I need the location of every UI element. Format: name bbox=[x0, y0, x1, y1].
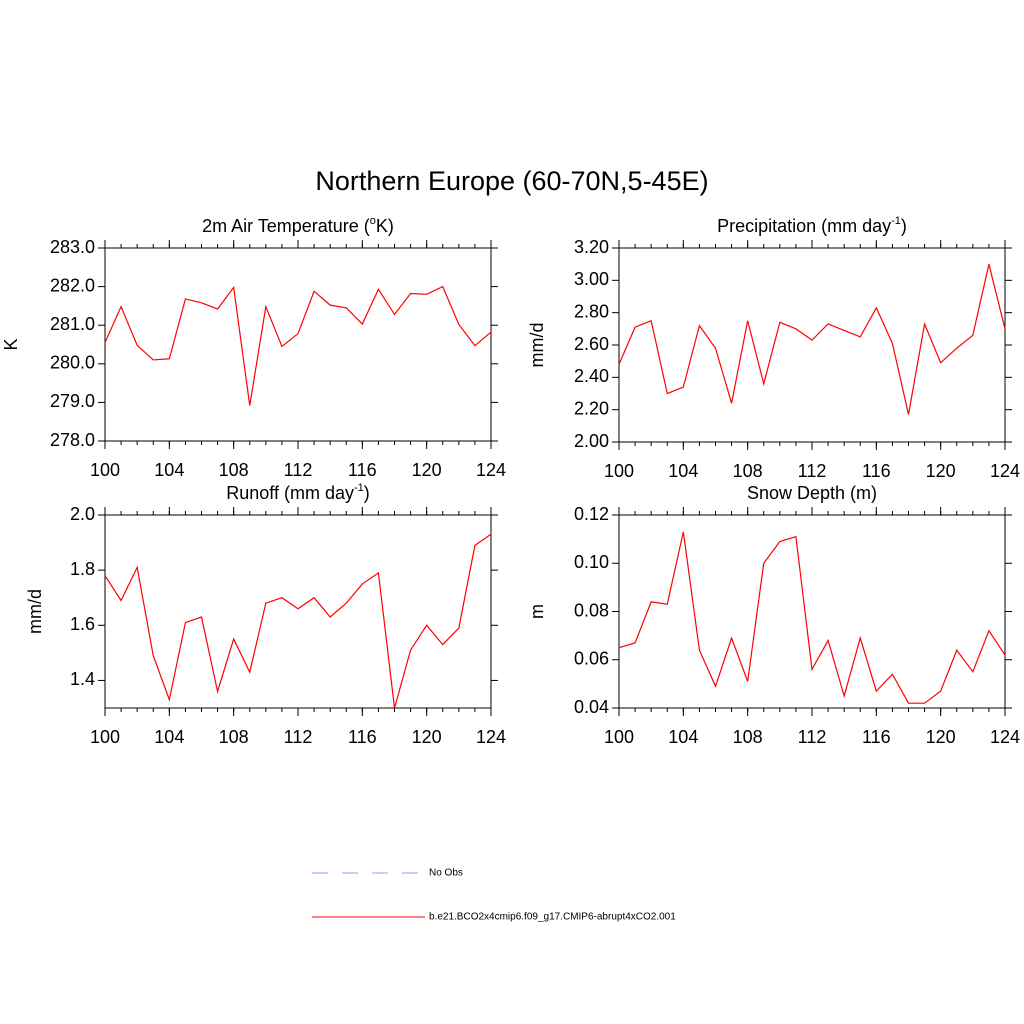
title-part: -1 bbox=[354, 482, 364, 494]
x-tick-label: 112 bbox=[798, 461, 827, 481]
y-tick-label: 2.60 bbox=[574, 334, 609, 354]
title-part: o bbox=[370, 215, 376, 227]
plot-frame bbox=[618, 247, 1006, 443]
x-tick-label: 108 bbox=[733, 727, 763, 747]
x-tick-label: 116 bbox=[862, 461, 891, 481]
x-tick-label: 116 bbox=[348, 727, 377, 747]
panel-title: Precipitation (mm day-1) bbox=[717, 215, 907, 236]
data-line bbox=[618, 531, 1006, 704]
x-tick-label: 124 bbox=[990, 461, 1020, 481]
panel-title: 2m Air Temperature (oK) bbox=[202, 215, 394, 236]
plot-frame bbox=[104, 247, 492, 442]
y-tick-label: 279.0 bbox=[50, 391, 95, 411]
y-tick-label: 0.10 bbox=[574, 552, 609, 572]
data-line bbox=[618, 264, 1006, 415]
x-tick-label: 120 bbox=[926, 461, 956, 481]
y-tick-label: 2.00 bbox=[574, 431, 609, 451]
title-part: 2m Air Temperature ( bbox=[202, 216, 370, 236]
x-tick-label: 124 bbox=[476, 460, 506, 480]
y-tick-label: 1.8 bbox=[70, 559, 95, 579]
y-tick-label: 282.0 bbox=[50, 275, 95, 295]
y-tick-label: 278.0 bbox=[50, 430, 95, 450]
x-tick-label: 124 bbox=[990, 727, 1020, 747]
legend-label: No Obs bbox=[429, 868, 463, 879]
x-tick-label: 104 bbox=[154, 460, 184, 480]
x-tick-label: 112 bbox=[798, 727, 827, 747]
y-tick-label: 283.0 bbox=[50, 237, 95, 257]
y-tick-label: 0.04 bbox=[574, 697, 609, 717]
x-tick-label: 108 bbox=[733, 461, 763, 481]
title-part: Precipitation (mm day bbox=[717, 216, 891, 236]
title-part: K) bbox=[376, 216, 394, 236]
x-tick-label: 100 bbox=[604, 727, 634, 747]
x-tick-label: 108 bbox=[219, 727, 249, 747]
y-tick-label: 0.06 bbox=[574, 649, 609, 669]
x-tick-label: 104 bbox=[154, 727, 184, 747]
x-tick-label: 120 bbox=[926, 727, 956, 747]
figure-title: Northern Europe (60-70N,5-45E) bbox=[315, 166, 708, 196]
y-tick-label: 2.20 bbox=[574, 398, 609, 418]
data-line bbox=[104, 285, 492, 406]
title-part: ) bbox=[364, 483, 370, 503]
plot-frame bbox=[104, 514, 492, 709]
y-axis-label: mm/d bbox=[527, 323, 547, 368]
x-tick-label: 112 bbox=[284, 460, 313, 480]
title-part: ) bbox=[901, 216, 907, 236]
y-tick-label: 0.12 bbox=[574, 504, 609, 524]
y-tick-label: 2.40 bbox=[574, 366, 609, 386]
y-axis-label: m bbox=[527, 604, 547, 619]
x-tick-label: 108 bbox=[219, 460, 249, 480]
title-part: -1 bbox=[891, 215, 901, 227]
x-tick-label: 104 bbox=[668, 727, 698, 747]
x-tick-label: 124 bbox=[476, 727, 506, 747]
title-part: Snow Depth (m) bbox=[747, 483, 877, 503]
y-tick-label: 3.20 bbox=[574, 237, 609, 257]
y-axis-label: K bbox=[1, 338, 21, 350]
plot-frame bbox=[618, 514, 1006, 709]
panel-title: Snow Depth (m) bbox=[747, 483, 877, 503]
legend-label: b.e21.BCO2x4cmip6.f09_g17.CMIP6-abrupt4x… bbox=[429, 912, 676, 923]
x-tick-label: 116 bbox=[862, 727, 891, 747]
y-tick-label: 1.6 bbox=[70, 614, 95, 634]
y-tick-label: 280.0 bbox=[50, 353, 95, 373]
data-line bbox=[104, 533, 492, 709]
y-tick-label: 0.08 bbox=[574, 600, 609, 620]
x-tick-label: 120 bbox=[412, 727, 442, 747]
panel-title: Runoff (mm day-1) bbox=[226, 482, 370, 503]
title-part: Runoff (mm day bbox=[226, 483, 354, 503]
x-tick-label: 120 bbox=[412, 460, 442, 480]
y-tick-label: 1.4 bbox=[70, 669, 95, 689]
y-tick-label: 2.80 bbox=[574, 301, 609, 321]
x-tick-label: 112 bbox=[284, 727, 313, 747]
x-tick-label: 100 bbox=[90, 460, 120, 480]
x-tick-label: 116 bbox=[348, 460, 377, 480]
y-axis-label: mm/d bbox=[25, 589, 45, 634]
x-tick-label: 104 bbox=[668, 461, 698, 481]
x-tick-label: 100 bbox=[604, 461, 634, 481]
x-tick-label: 100 bbox=[90, 727, 120, 747]
y-tick-label: 2.0 bbox=[70, 504, 95, 524]
y-tick-label: 281.0 bbox=[50, 314, 95, 334]
y-tick-label: 3.00 bbox=[574, 269, 609, 289]
